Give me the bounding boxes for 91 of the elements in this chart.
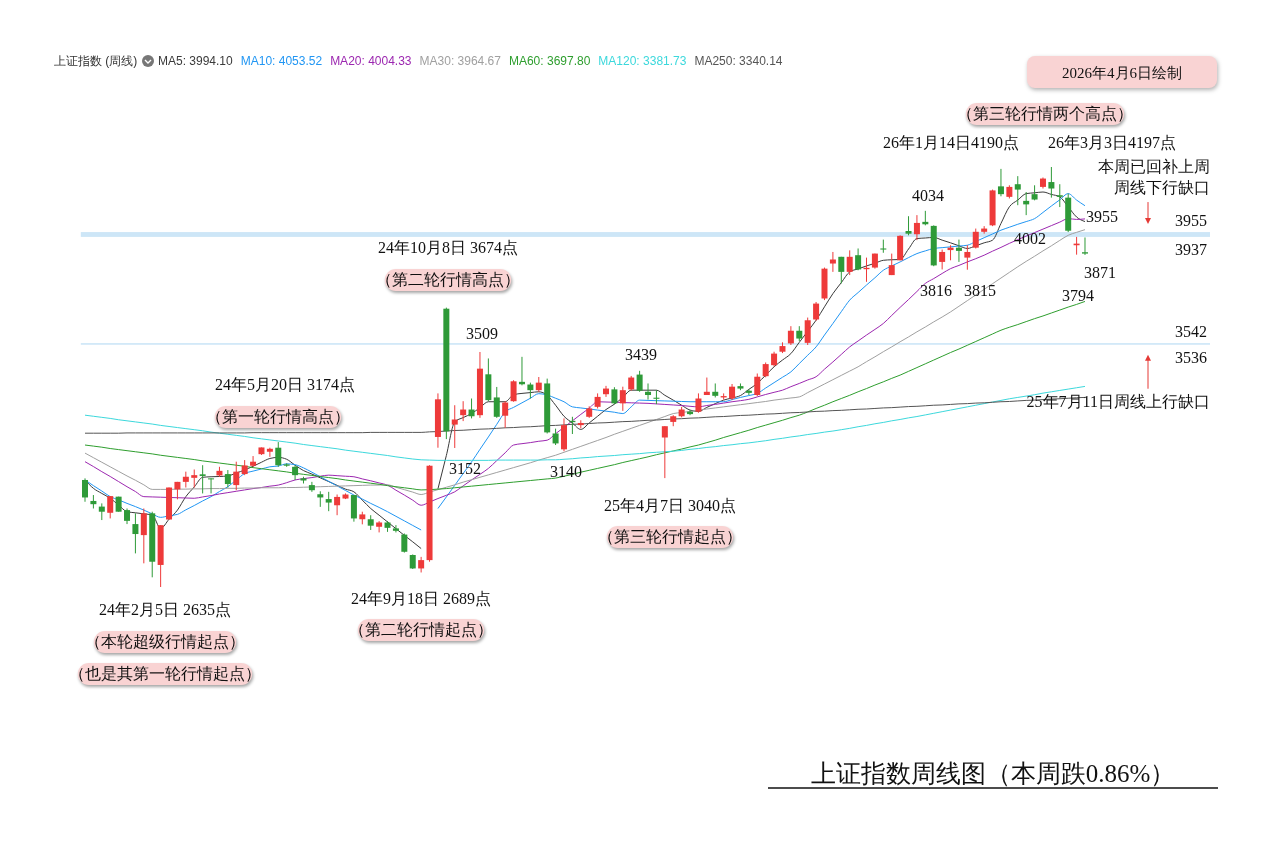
candlestick: [695, 392, 702, 414]
text: （也是其第一轮行情起点）: [69, 665, 261, 682]
candlestick: [636, 370, 643, 393]
text: 上证指数周线图（本周跌0.86%）: [810, 760, 1176, 787]
candlestick: [829, 251, 836, 273]
text: MA120: 3381.73: [598, 54, 687, 68]
candlestick: [82, 477, 88, 503]
candlestick: [275, 441, 282, 468]
candlestick: [1082, 236, 1088, 256]
candlestick: [502, 400, 509, 429]
text: （第二轮行情起点）: [349, 621, 493, 638]
candlestick: [1048, 166, 1055, 199]
candlestick: [401, 532, 408, 554]
candlestick: [292, 464, 299, 481]
text: （第三轮行情两个高点）: [957, 105, 1133, 122]
candlestick: [199, 464, 206, 494]
annotation: 3140: [550, 463, 582, 480]
candlestick: [250, 455, 257, 468]
candlestick: [905, 215, 912, 236]
annotation: 24年10月8日 3674点: [378, 239, 518, 256]
annotation: 24年5月20日 3174点: [215, 376, 355, 393]
text: 24年2月5日 2635点: [99, 601, 231, 618]
candlestick: [140, 507, 147, 564]
text: 24年9月18日 2689点: [351, 590, 491, 607]
candlestick: [451, 404, 458, 449]
candlestick: [813, 301, 820, 322]
annotation: （第二轮行情高点）: [376, 271, 520, 288]
annotation: 3509: [466, 325, 498, 342]
candlestick: [745, 388, 752, 396]
text: 26年3月3日4197点: [1048, 134, 1176, 151]
candlestick: [132, 512, 139, 554]
text: MA10: 4053.52: [240, 54, 323, 68]
candlestick: [1014, 175, 1021, 206]
candlestick: [661, 425, 668, 479]
candlestick: [224, 469, 231, 489]
candlestick: [350, 494, 357, 523]
text: 3542: [1175, 323, 1207, 341]
text: 3955: [1175, 212, 1207, 230]
candlestick: [334, 494, 341, 516]
candlestick: [376, 520, 383, 533]
annotation: （第三轮行情起点）: [598, 528, 742, 545]
annotation: 3871: [1084, 264, 1116, 281]
annotation: 3439: [625, 346, 657, 363]
candlestick: [468, 398, 475, 419]
candlestick: [510, 379, 517, 403]
candlestick: [191, 469, 198, 489]
text: MA5: 3994.10: [158, 54, 234, 68]
text: MA20: 4004.33: [330, 54, 412, 68]
candlestick: [964, 244, 971, 271]
text: 本周已回补上周: [1098, 158, 1210, 175]
candlestick: [325, 491, 332, 512]
candlestick: [107, 495, 114, 519]
candlestick: [955, 239, 962, 263]
text: 2026年4月6日绘制: [1062, 65, 1182, 81]
candlestick: [233, 461, 240, 491]
candlestick: [308, 481, 315, 493]
candlestick: [1056, 183, 1063, 208]
candlestick: [619, 386, 626, 412]
candlestick: [846, 249, 853, 276]
text: 3536: [1175, 348, 1207, 366]
candlestick: [855, 247, 862, 271]
annotation: 3815: [964, 282, 996, 299]
candlestick: [939, 249, 946, 270]
annotation: （第一轮行情高点）: [206, 408, 350, 425]
candlestick: [787, 325, 794, 346]
text: 3937: [1175, 240, 1207, 258]
candlestick: [653, 389, 660, 405]
candlestick: [392, 524, 399, 533]
candlestick: [804, 317, 811, 346]
legend-title: 上证指数 (周线): [54, 54, 138, 68]
annotation: 4002: [1014, 230, 1046, 247]
annotation: 3794: [1062, 287, 1094, 304]
annotation: 25年4月7日 3040点: [604, 497, 736, 514]
candlestick: [997, 168, 1004, 197]
candlestick: [645, 382, 652, 401]
text: 26年1月14日4190点: [883, 134, 1019, 151]
candlestick: [493, 386, 500, 419]
candlestick: [913, 214, 920, 241]
annotation: 4034: [912, 187, 944, 204]
text: 周线下行缺口: [1114, 179, 1210, 196]
candlestick: [208, 477, 215, 494]
text: MA60: 3697.80: [508, 54, 591, 68]
text: MA250: 3340.14: [694, 54, 783, 68]
candlestick: [754, 373, 761, 397]
text: （本轮超级行情起点）: [85, 633, 245, 650]
annotation: 3955: [1086, 208, 1118, 225]
candlestick: [266, 447, 273, 458]
annotation: 3816: [920, 282, 952, 299]
candlestick: [838, 256, 845, 284]
text: MA30: 3964.67: [419, 54, 502, 68]
annotation: 3152: [449, 460, 481, 477]
